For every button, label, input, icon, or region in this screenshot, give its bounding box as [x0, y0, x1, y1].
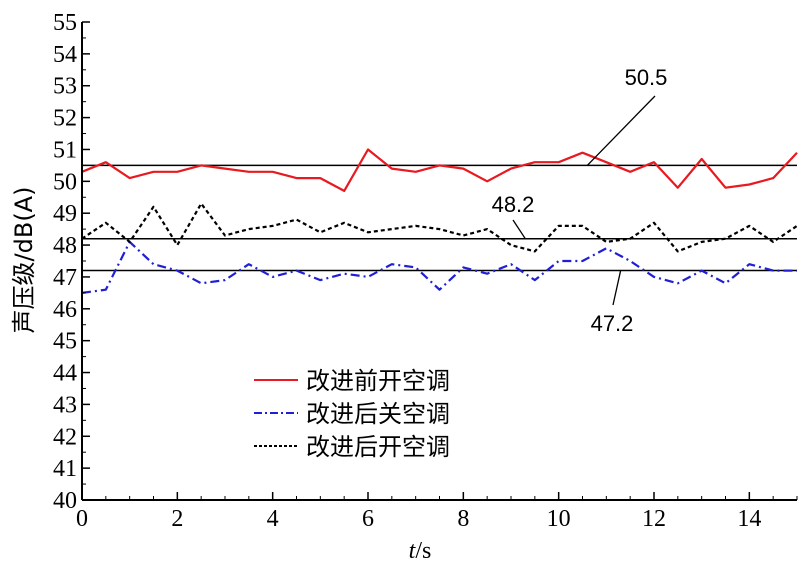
x-axis-title-unit: /s	[415, 538, 431, 564]
legend: 改进前开空调 改进后关空调 改进后开空调	[254, 367, 450, 461]
series-line-0	[81, 148, 798, 192]
x-axis-title: t/s	[409, 538, 432, 564]
x-tick-label: 14	[737, 506, 761, 532]
y-tick-label: 54	[53, 42, 77, 68]
y-tick-label: 53	[53, 74, 77, 100]
y-tick-label: 44	[53, 361, 77, 387]
series-lines	[81, 148, 798, 294]
y-tick-label: 51	[53, 137, 77, 163]
y-tick-label: 52	[53, 106, 77, 132]
y-tick-label: 50	[53, 169, 77, 195]
x-axis-ticks: 0 2 4 6 8 10 12 14	[76, 492, 798, 532]
series-line-2	[81, 202, 798, 253]
annotation-leader-1	[512, 219, 526, 240]
x-axis-title-variable: t	[409, 538, 417, 564]
legend-label-series-2: 改进后开空调	[306, 433, 450, 461]
x-tick-label: 0	[76, 506, 88, 532]
x-tick-label: 6	[362, 506, 374, 532]
y-tick-label: 55	[53, 10, 77, 36]
y-tick-label: 42	[53, 424, 77, 450]
legend-label-series-0: 改进前开空调	[306, 367, 450, 395]
y-tick-label: 47	[53, 265, 77, 291]
y-tick-label: 41	[53, 456, 77, 482]
x-tick-label: 2	[171, 506, 183, 532]
x-tick-label: 10	[547, 506, 571, 532]
series-line-1	[81, 240, 797, 294]
x-tick-label: 8	[457, 506, 469, 532]
reference-lines	[82, 164, 797, 272]
y-tick-label: 49	[53, 201, 77, 227]
y-tick-label: 48	[53, 233, 77, 259]
annotation-label-2: 47.2	[591, 311, 634, 336]
y-tick-label: 43	[53, 392, 77, 418]
annotation-label-0: 50.5	[625, 65, 668, 90]
y-tick-label: 46	[53, 297, 77, 323]
annotation-label-1: 48.2	[492, 192, 535, 217]
y-axis-ticks: 40 41 42 43 44 45 46 47 48 49 50 51 52 53 54 55	[53, 10, 90, 514]
x-tick-label: 12	[642, 506, 666, 532]
annotation-leader-2	[612, 270, 622, 306]
y-axis-title: 声压级/dB(A)	[10, 187, 38, 334]
axes	[81, 22, 797, 501]
y-tick-label: 40	[53, 488, 77, 514]
annotation-leader-0	[586, 95, 656, 166]
legend-label-series-1: 改进后关空调	[306, 400, 450, 428]
y-tick-label: 45	[53, 329, 77, 355]
x-tick-label: 4	[267, 506, 279, 532]
annotations: 50.5 48.2 47.2	[492, 65, 668, 336]
